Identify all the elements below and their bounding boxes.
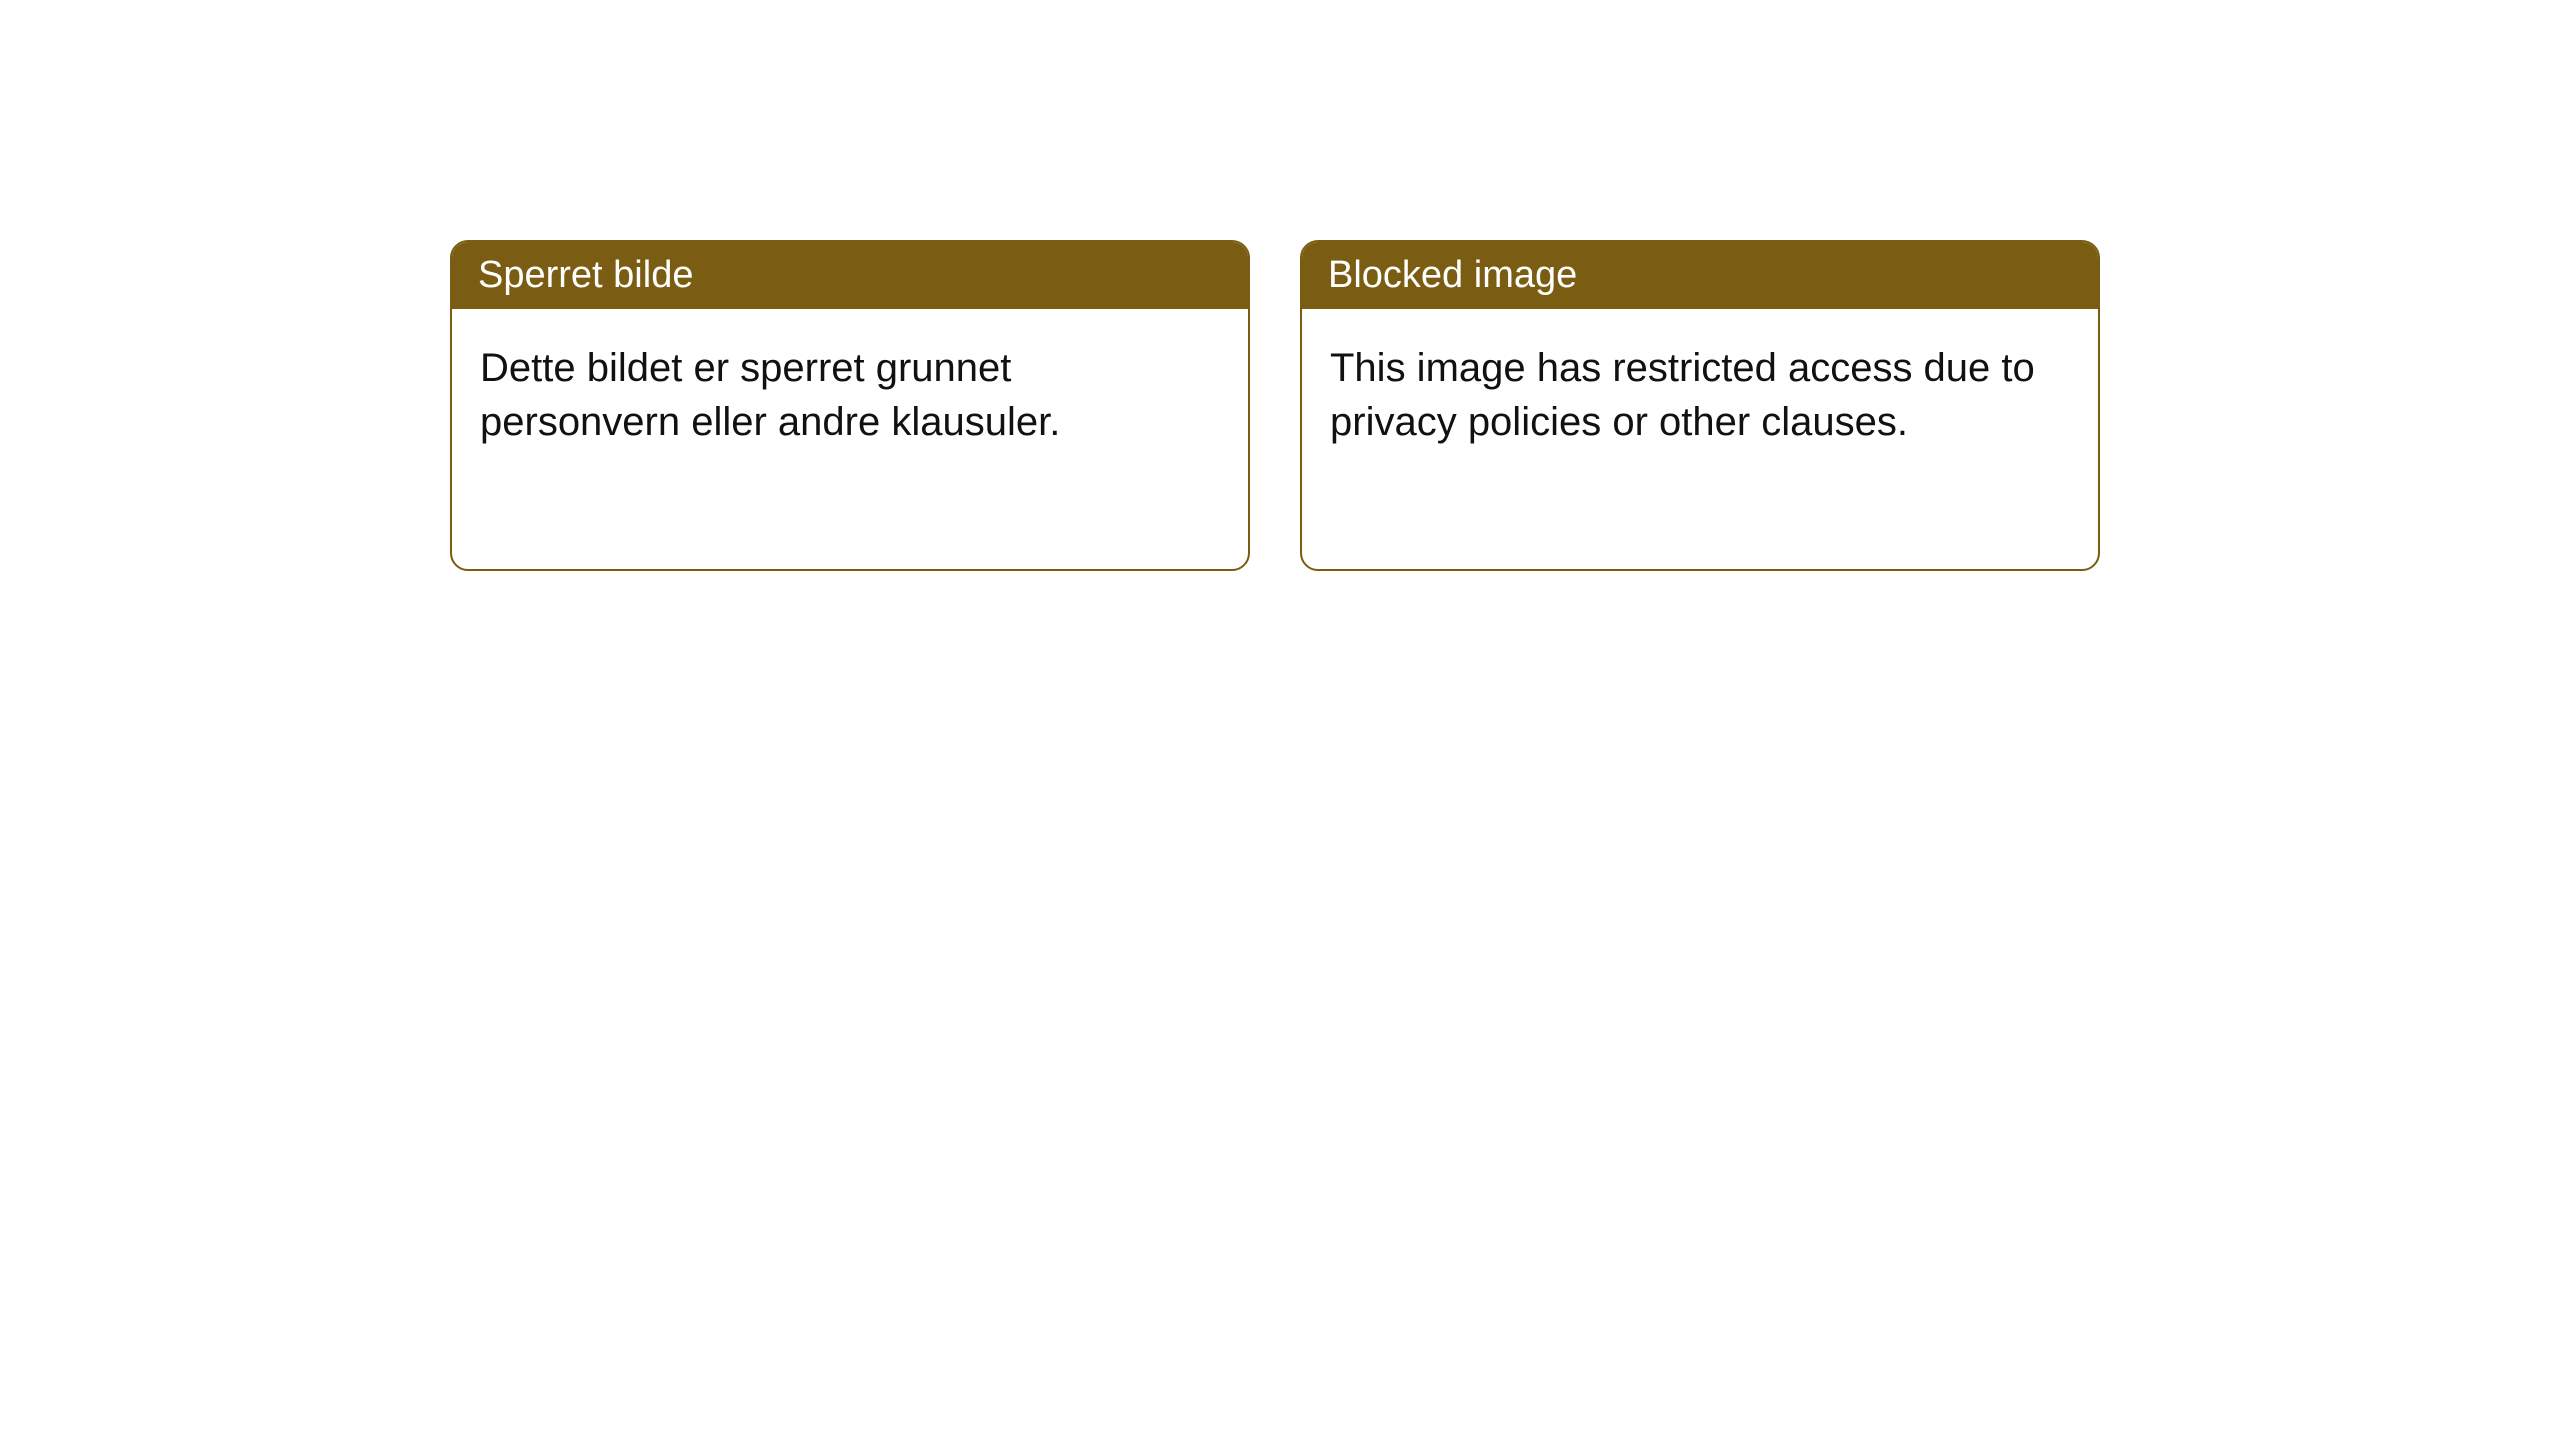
cards-container: Sperret bilde Dette bildet er sperret gr…	[0, 0, 2560, 571]
blocked-image-card-en: Blocked image This image has restricted …	[1300, 240, 2100, 571]
card-body: This image has restricted access due to …	[1302, 309, 2098, 569]
card-header: Sperret bilde	[452, 242, 1248, 309]
card-body-text: Dette bildet er sperret grunnet personve…	[480, 346, 1060, 444]
card-header: Blocked image	[1302, 242, 2098, 309]
card-title: Blocked image	[1328, 254, 1577, 296]
card-body: Dette bildet er sperret grunnet personve…	[452, 309, 1248, 569]
blocked-image-card-no: Sperret bilde Dette bildet er sperret gr…	[450, 240, 1250, 571]
card-body-text: This image has restricted access due to …	[1330, 346, 2035, 444]
card-title: Sperret bilde	[478, 254, 693, 296]
